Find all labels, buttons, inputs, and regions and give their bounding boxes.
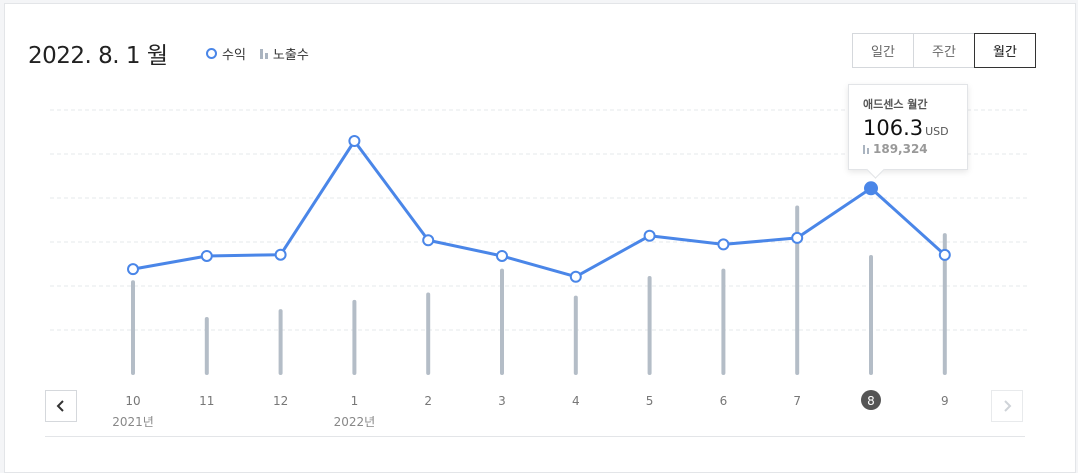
- revenue-point: [422, 234, 435, 247]
- x-tick-label: 7: [793, 394, 801, 408]
- revenue-point: [717, 238, 730, 251]
- revenue-point: [496, 249, 508, 262]
- tooltip-impressions: 189,324: [873, 142, 928, 156]
- x-tick-label: 2: [424, 394, 432, 408]
- tooltip-value: 106.3: [863, 116, 924, 140]
- revenue-point: [569, 270, 582, 283]
- chevron-left-icon: [56, 400, 64, 412]
- x-tick-label: 3: [498, 394, 506, 408]
- revenue-point: [127, 263, 139, 276]
- revenue-point: [938, 248, 951, 261]
- chevron-right-icon: [1004, 400, 1012, 412]
- bar-chart-icon: [259, 48, 268, 59]
- x-tick-label: 11: [199, 394, 214, 408]
- chart-legend: 수익 노출수: [206, 44, 309, 63]
- legend-revenue: 수익: [206, 44, 246, 63]
- divider: [45, 436, 1025, 437]
- page-title: 2022. 8. 1 월: [28, 43, 168, 69]
- revenue-point: [200, 249, 213, 262]
- x-tick-label: 1: [351, 394, 359, 408]
- year-label: 2022년: [334, 415, 376, 429]
- x-tick-label: 6: [720, 394, 728, 408]
- revenue-line: [132, 139, 946, 279]
- period-selector: 일간 주간 월간: [852, 33, 1036, 68]
- year-label: 2021년: [112, 415, 154, 429]
- chart-tooltip: 애드센스 월간 106.3 USD 189,324: [848, 84, 968, 170]
- revenue-marker-icon: [206, 48, 217, 59]
- tooltip-label: 애드센스 월간: [863, 98, 928, 111]
- previous-button[interactable]: [45, 390, 77, 422]
- revenue-point: [274, 248, 287, 261]
- selected-month-highlight: [861, 390, 881, 410]
- x-tick-label: 4: [572, 394, 580, 408]
- legend-impressions-label: 노출수: [272, 48, 309, 63]
- next-button[interactable]: [991, 390, 1023, 422]
- bar-chart-icon: [863, 144, 869, 154]
- revenue-point: [791, 231, 804, 244]
- legend-impressions: 노출수: [259, 44, 309, 63]
- x-tick-label: 9: [941, 394, 949, 408]
- x-tick-label: 10: [125, 394, 140, 408]
- revenue-point: [348, 135, 361, 147]
- period-weekly-button[interactable]: 주간: [913, 33, 975, 68]
- x-tick-label: 12: [273, 394, 288, 408]
- period-monthly-button[interactable]: 월간: [974, 33, 1036, 68]
- tooltip-unit: USD: [925, 125, 949, 138]
- legend-revenue-label: 수익: [222, 48, 246, 63]
- revenue-point: [643, 229, 656, 242]
- revenue-point: [864, 181, 878, 196]
- x-tick-label: 8: [867, 394, 875, 408]
- x-tick-label: 5: [646, 394, 654, 408]
- revenue-card: [4, 3, 1076, 473]
